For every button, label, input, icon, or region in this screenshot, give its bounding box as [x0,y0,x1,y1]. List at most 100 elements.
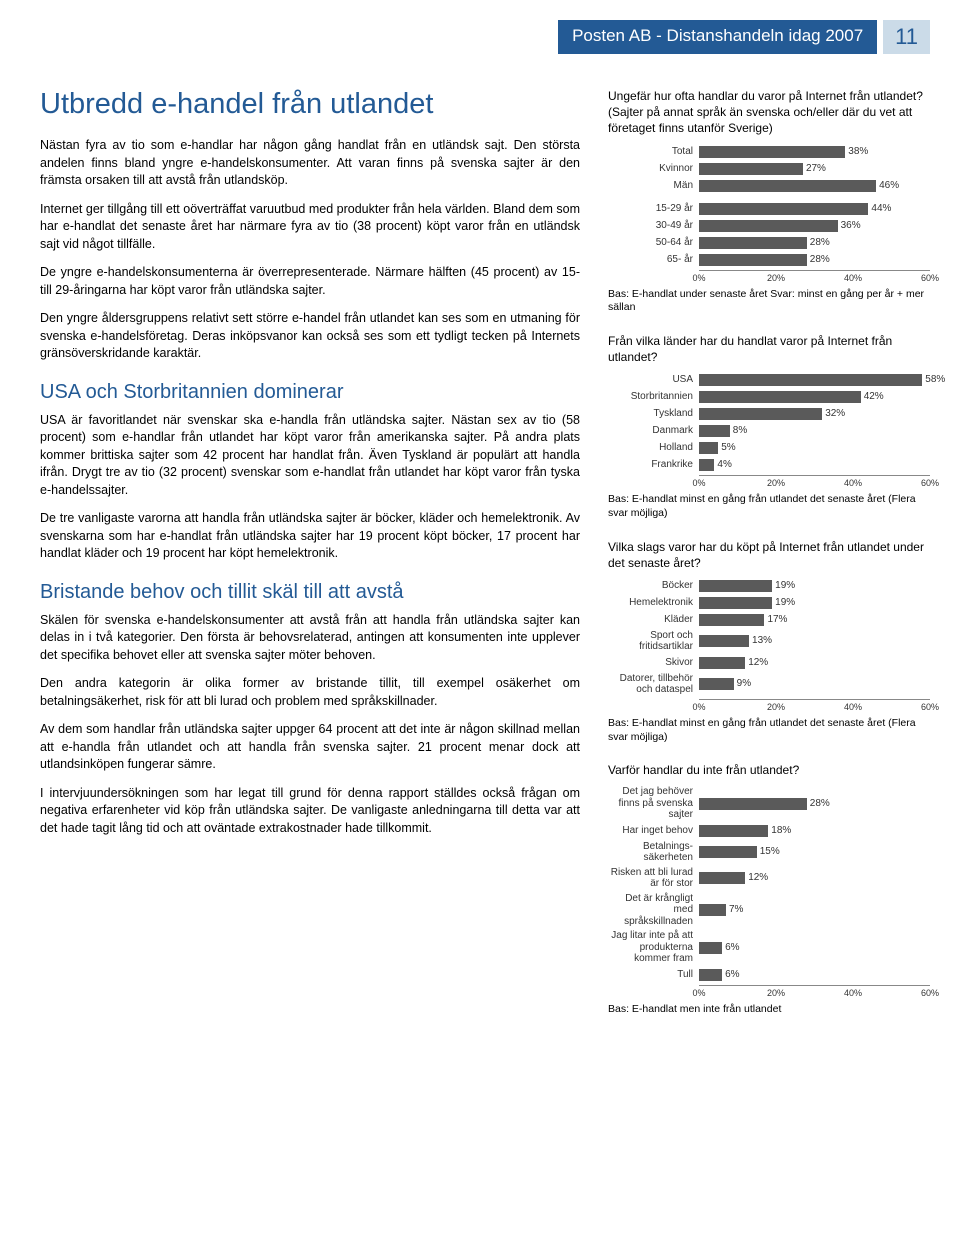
chart-row-label: Tyskland [608,408,699,420]
chart-row: Det är krångligt med språkskillnaden7% [608,893,930,928]
body-paragraph: Skälen för svenska e-handelskonsumenter … [40,612,580,665]
header: Posten AB - Distanshandeln idag 2007 11 [40,20,930,54]
chart-bar-area: 58% [699,373,930,387]
chart-bar [699,872,745,884]
chart-bar [699,614,764,626]
chart-value-label: 28% [810,797,830,811]
chart-bar-area: 32% [699,407,930,421]
chart-value-label: 38% [848,145,868,159]
chart-footer: Bas: E-handlat minst en gång från utland… [608,717,930,744]
chart-bar [699,846,757,858]
chart-row-label: Skivor [608,657,699,669]
chart-bar [699,220,838,232]
chart-row: Storbritannien42% [608,390,930,404]
chart-tick: 20% [767,273,785,283]
chart-tick: 60% [921,273,939,283]
chart-bar-area: 9% [699,677,930,691]
chart-tick: 40% [844,988,862,998]
chart-bar-area: 6% [699,968,930,982]
chart-value-label: 44% [871,202,891,216]
chart-value-label: 12% [748,871,768,885]
left-column: Utbredd e-handel från utlandet Nästan fy… [40,88,580,1034]
chart-bar-area: 18% [699,824,930,838]
chart-footer: Bas: E-handlat under senaste året Svar: … [608,288,930,315]
chart-bar-area: 28% [699,253,930,267]
page: Posten AB - Distanshandeln idag 2007 11 … [0,0,960,1064]
chart-row-label: Holland [608,442,699,454]
chart-value-label: 6% [725,941,739,955]
chart-tick: 20% [767,988,785,998]
chart-bar [699,425,730,437]
chart-row: 30-49 år36% [608,219,930,233]
chart-bar [699,798,807,810]
main-heading: Utbredd e-handel från utlandet [40,88,580,121]
chart-row: Böcker19% [608,579,930,593]
chart-bar [699,180,876,192]
chart-bar [699,237,807,249]
chart-row: Det jag behöver finns på svenska sajter 2… [608,786,930,821]
chart-bar-area: 7% [699,903,930,917]
chart-bar [699,203,868,215]
chart-bar-area: 4% [699,458,930,472]
chart-bar [699,678,734,690]
chart-bar [699,580,772,592]
chart-tick: 0% [692,478,705,488]
chart-value-label: 13% [752,634,772,648]
chart-axis: 0%20%40%60% [699,699,930,713]
header-title: Posten AB - Distanshandeln idag 2007 [558,20,877,54]
chart-value-label: 27% [806,162,826,176]
chart-row: Holland 5% [608,441,930,455]
chart-row-label: Det är krångligt med språkskillnaden [608,893,699,928]
chart-row-label: Hemelektronik [608,597,699,609]
body-paragraph: De tre vanligaste varorna att handla frå… [40,510,580,563]
chart-tick: 0% [692,273,705,283]
chart-row: Risken att bli lurad är för stor 12% [608,867,930,890]
subheading: Bristande behov och tillit skäl till att… [40,581,580,604]
chart-value-label: 15% [760,845,780,859]
chart-frequency: Ungefär hur ofta handlar du varor på Int… [608,88,930,315]
chart-body: USA58%Storbritannien42%Tyskland32%Danmar… [608,373,930,489]
chart-value-label: 12% [748,656,768,670]
chart-bar-area: 27% [699,162,930,176]
chart-bar [699,459,714,471]
chart-body: Böcker19%Hemelektronik19%Kläder17%Sport … [608,579,930,713]
chart-value-label: 5% [721,441,735,455]
chart-title: Varför handlar du inte från utlandet? [608,762,930,778]
chart-bar [699,969,722,981]
chart-tick: 60% [921,702,939,712]
chart-row-label: Jag litar inte på att produkterna kommer… [608,930,699,965]
chart-row: Jag litar inte på att produkterna kommer… [608,930,930,965]
chart-bar [699,657,745,669]
chart-bar [699,391,861,403]
chart-bar-area: 28% [699,236,930,250]
chart-row-label: Frankrike [608,459,699,471]
chart-bar-area: 42% [699,390,930,404]
chart-bar-area: 12% [699,656,930,670]
chart-tick: 40% [844,273,862,283]
subheading: USA och Storbritannien dominerar [40,381,580,404]
body-paragraph: USA är favoritlandet när svenskar ska e-… [40,412,580,500]
chart-axis: 0%20%40%60% [699,475,930,489]
chart-row: Skivor 12% [608,656,930,670]
chart-row: Sport och fritidsartiklar 13% [608,630,930,653]
chart-tick: 20% [767,702,785,712]
chart-countries: Från vilka länder har du handlat varor p… [608,333,930,521]
chart-bar [699,146,845,158]
chart-row-label: Sport och fritidsartiklar [608,630,699,653]
columns: Utbredd e-handel från utlandet Nästan fy… [40,88,930,1034]
chart-row-label: Böcker [608,580,699,592]
chart-value-label: 6% [725,968,739,982]
right-column: Ungefär hur ofta handlar du varor på Int… [608,88,930,1034]
chart-bar-area: 6% [699,941,930,955]
chart-axis: 0%20%40%60% [699,270,930,284]
chart-row-label: 50-64 år [608,237,699,249]
chart-reasons: Varför handlar du inte från utlandet? De… [608,762,930,1016]
chart-axis: 0%20%40%60% [699,985,930,999]
page-number: 11 [883,20,930,54]
chart-row-label: Risken att bli lurad är för stor [608,867,699,890]
chart-value-label: 42% [864,390,884,404]
chart-row-label: Det jag behöver finns på svenska sajter [608,786,699,821]
chart-row: Datorer, tillbehör och dataspel9% [608,673,930,696]
chart-value-label: 19% [775,596,795,610]
chart-row: 15-29 år44% [608,202,930,216]
